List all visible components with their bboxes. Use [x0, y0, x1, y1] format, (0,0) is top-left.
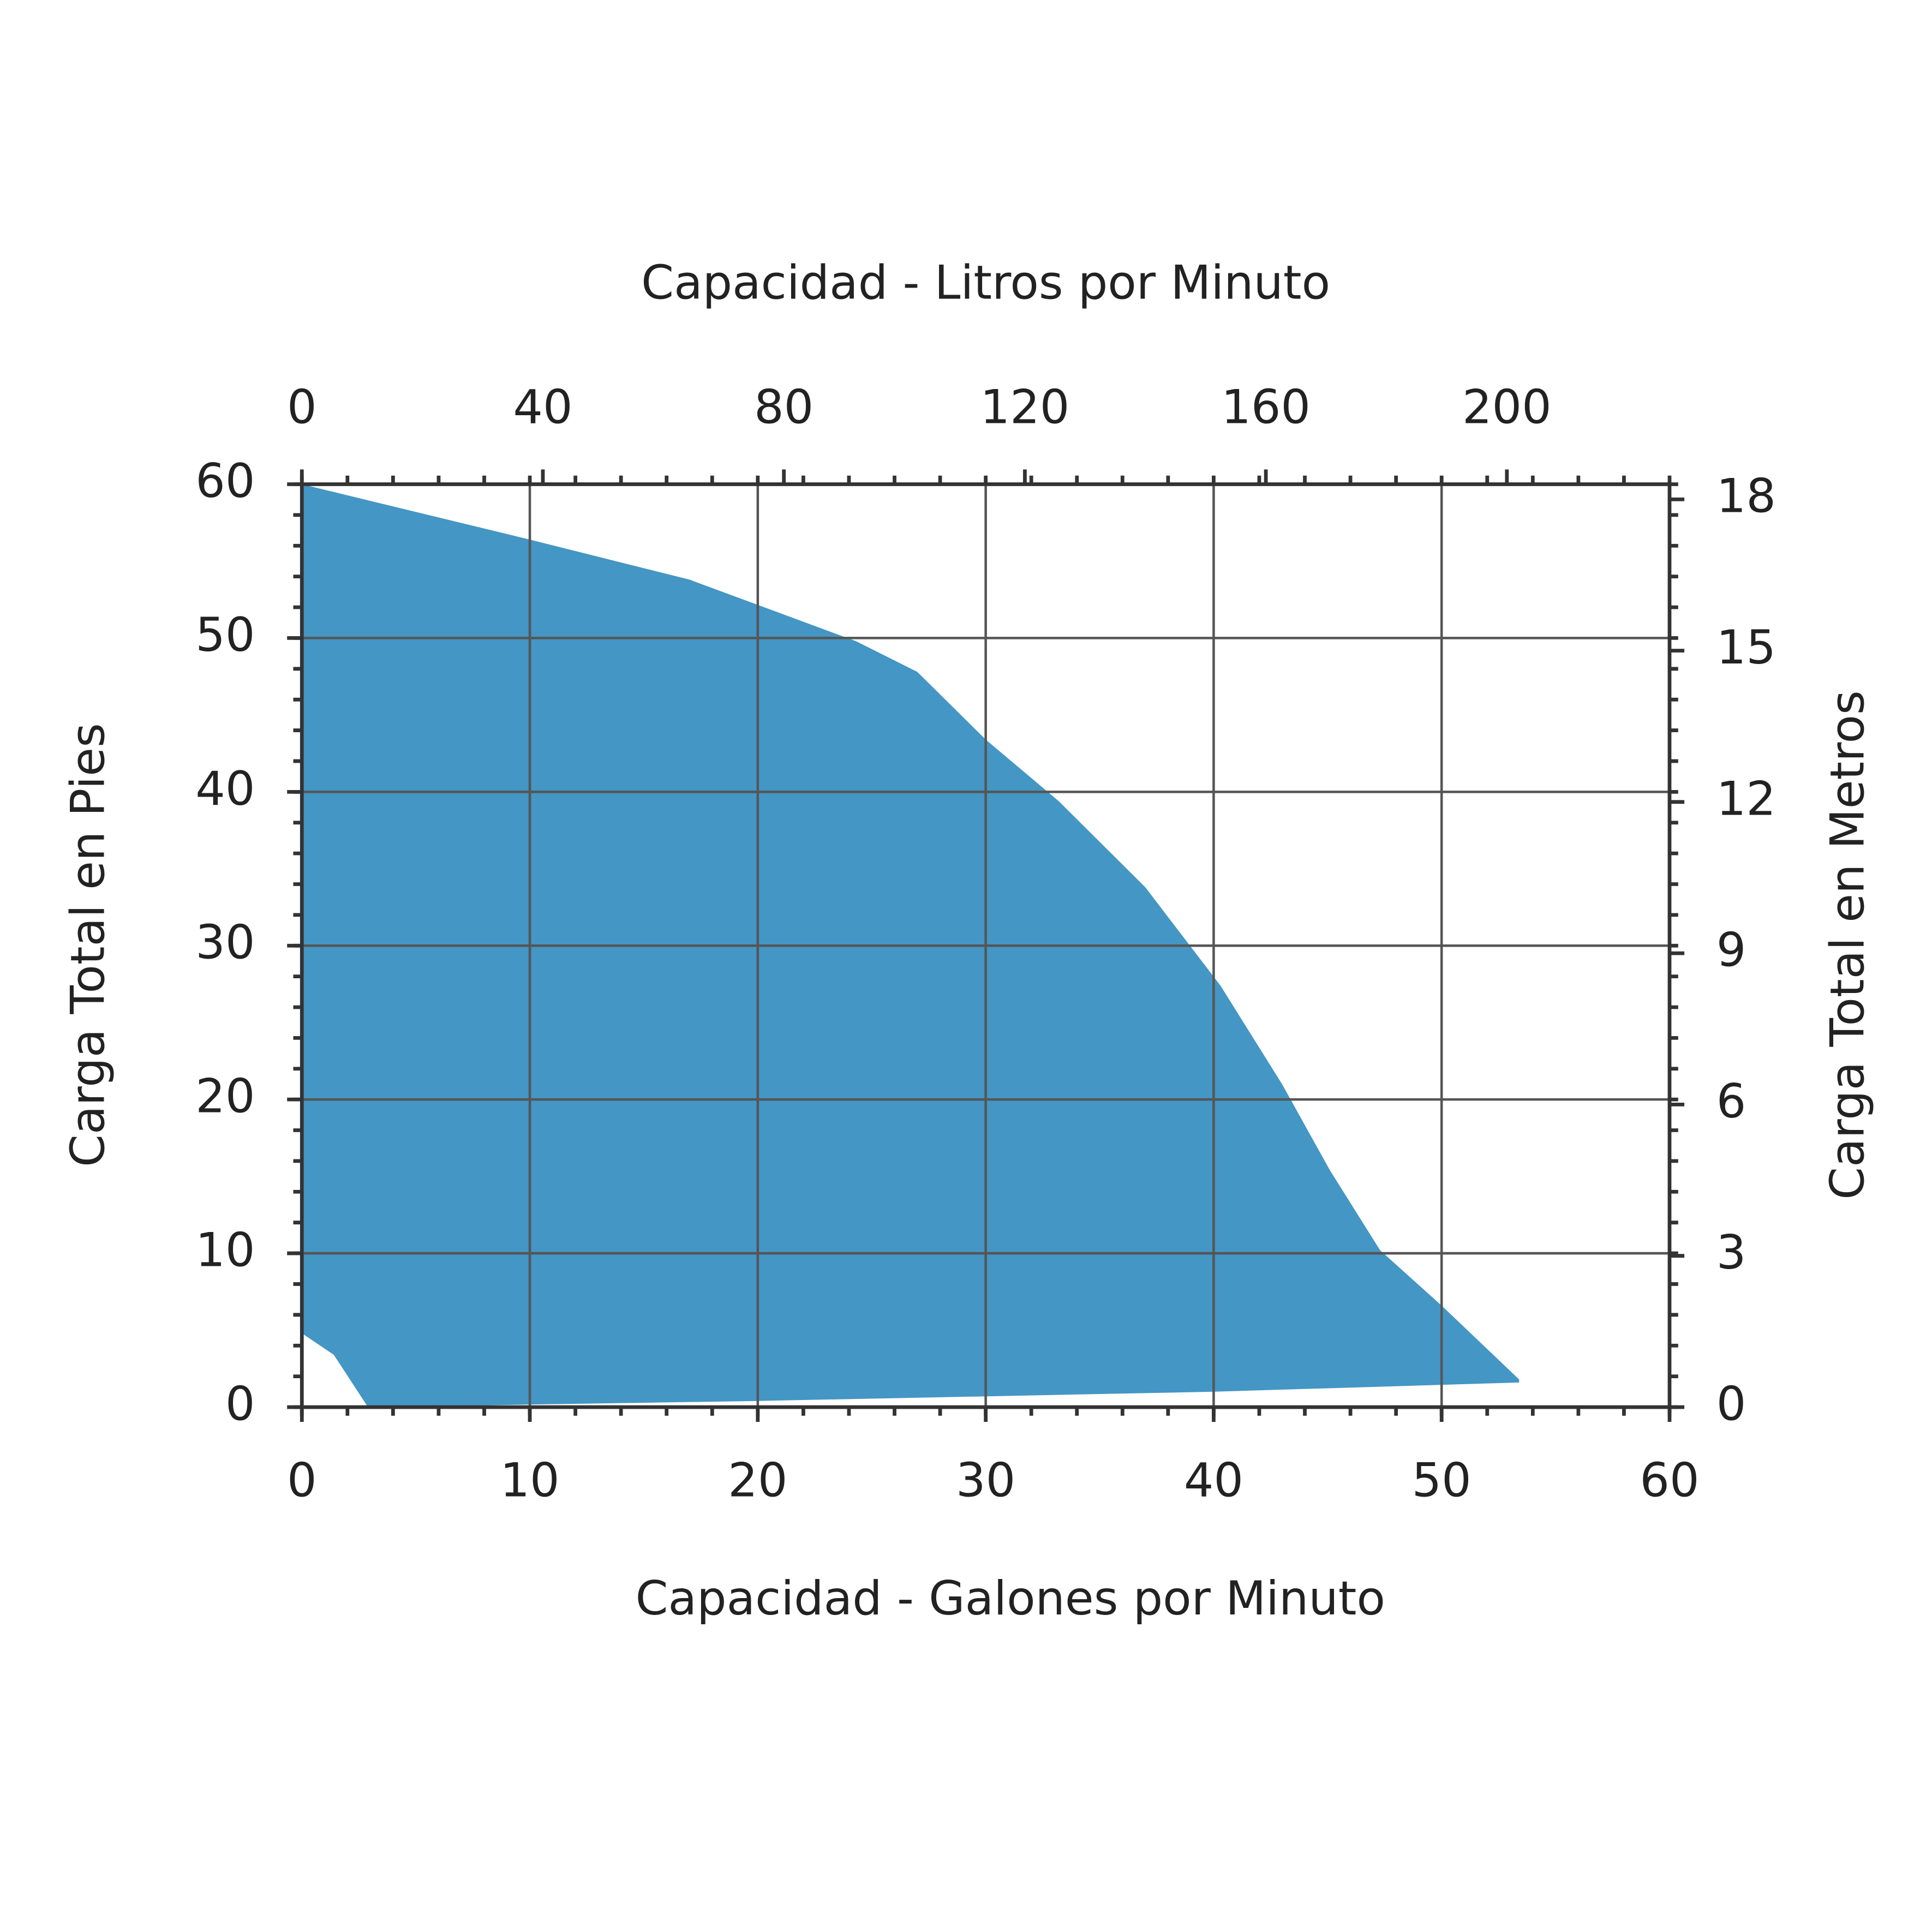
- y2-tick-label: 18: [1716, 469, 1776, 524]
- x2-tick-label: 200: [1462, 380, 1552, 434]
- y-axis-title: Carga Total en Pies: [61, 723, 116, 1167]
- x-tick-label: 10: [500, 1453, 559, 1508]
- y-tick-label: 50: [195, 608, 255, 662]
- x-tick-label: 30: [956, 1453, 1015, 1508]
- x-tick-label: 60: [1640, 1453, 1699, 1508]
- x-tick-label: 50: [1412, 1453, 1472, 1508]
- x2-tick-label: 0: [287, 380, 317, 434]
- x2-tick-label: 160: [1221, 380, 1311, 434]
- x2-axis-title: Capacidad - Litros por Minuto: [641, 255, 1330, 310]
- y-tick-label: 40: [195, 762, 255, 816]
- y-tick-label: 30: [195, 916, 255, 970]
- y2-tick-label: 0: [1716, 1377, 1746, 1431]
- y-tick-label: 0: [225, 1377, 255, 1431]
- y2-tick-label: 3: [1716, 1225, 1746, 1280]
- x-tick-label: 0: [287, 1453, 317, 1508]
- x-axis-title: Capacidad - Galones por Minuto: [636, 1571, 1385, 1626]
- y2-tick-label: 6: [1716, 1074, 1746, 1129]
- y2-axis-title: Carga Total en Metros: [1820, 690, 1875, 1200]
- y-tick-label: 10: [195, 1223, 255, 1277]
- y2-tick-label: 9: [1716, 923, 1746, 978]
- y2-tick-label: 15: [1716, 620, 1776, 675]
- x2-tick-label: 40: [513, 380, 572, 434]
- y-tick-label: 60: [195, 454, 255, 509]
- x2-tick-label: 80: [754, 380, 814, 434]
- y2-tick-label: 12: [1716, 771, 1776, 826]
- x-tick-label: 40: [1184, 1453, 1243, 1508]
- x-tick-label: 20: [728, 1453, 787, 1508]
- x2-tick-label: 120: [980, 380, 1070, 434]
- y-tick-label: 20: [195, 1069, 255, 1124]
